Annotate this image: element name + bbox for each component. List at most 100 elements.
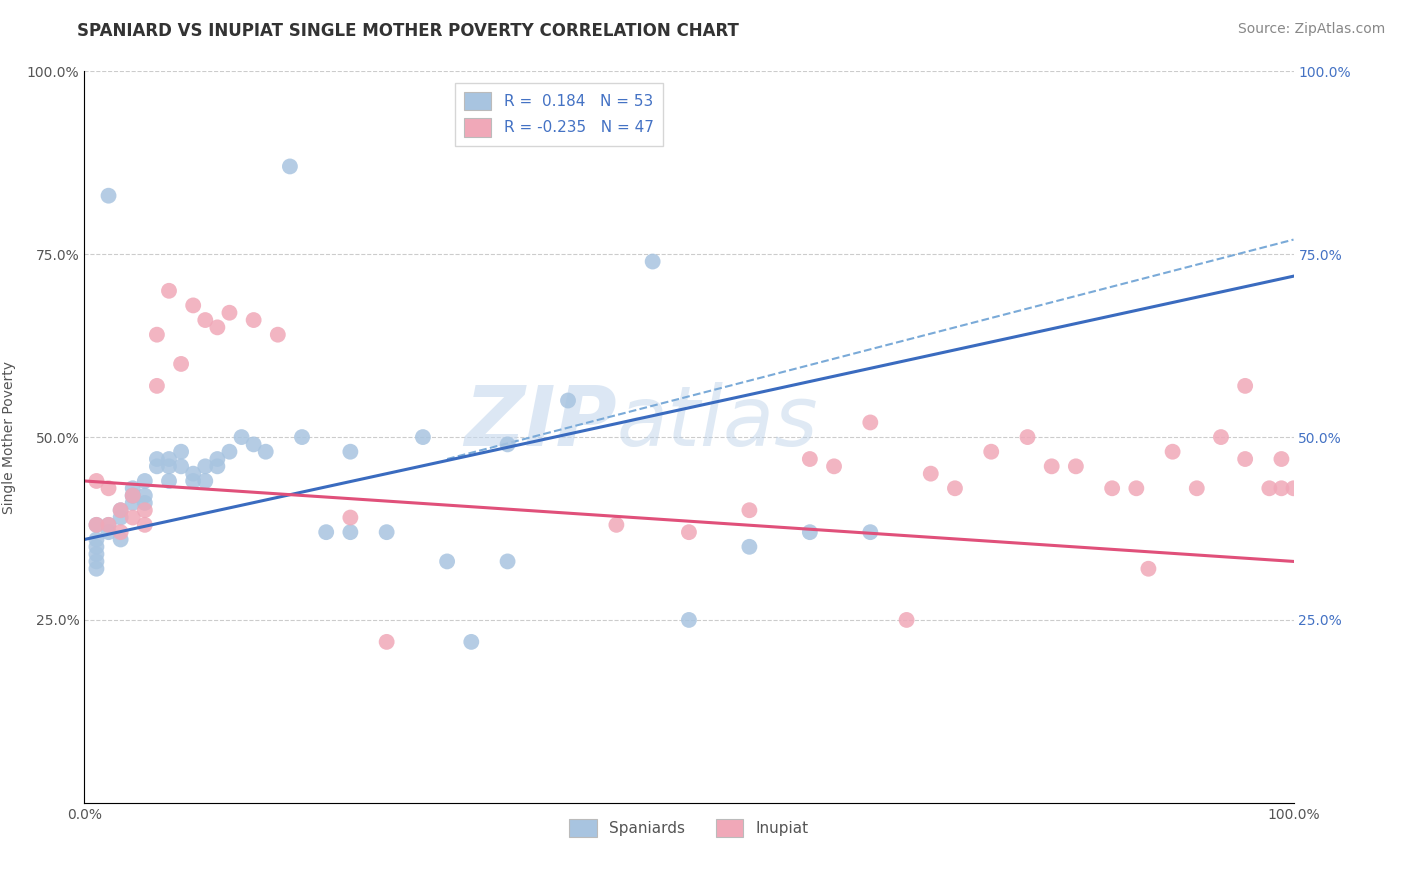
Point xyxy=(1209,430,1232,444)
Point xyxy=(121,489,143,503)
Point xyxy=(641,254,664,268)
Point xyxy=(181,298,204,312)
Point xyxy=(157,284,180,298)
Point xyxy=(157,474,180,488)
Point xyxy=(146,452,169,467)
Point xyxy=(375,525,398,540)
Point xyxy=(1185,481,1208,495)
Point xyxy=(1125,481,1147,495)
Point xyxy=(194,459,217,474)
Point xyxy=(86,554,108,568)
Point xyxy=(1234,379,1257,393)
Text: Source: ZipAtlas.com: Source: ZipAtlas.com xyxy=(1237,22,1385,37)
Point xyxy=(231,430,253,444)
Point xyxy=(278,160,301,174)
Point xyxy=(97,481,120,495)
Point xyxy=(218,444,240,458)
Point xyxy=(557,393,579,408)
Text: atlas: atlas xyxy=(616,382,818,463)
Point xyxy=(254,444,277,458)
Point xyxy=(1017,430,1039,444)
Point xyxy=(86,474,108,488)
Y-axis label: Single Mother Poverty: Single Mother Poverty xyxy=(1,360,15,514)
Point xyxy=(1270,481,1292,495)
Point xyxy=(134,503,156,517)
Point xyxy=(1040,459,1063,474)
Point xyxy=(146,327,169,342)
Point xyxy=(134,496,156,510)
Point xyxy=(86,533,108,547)
Point xyxy=(121,510,143,524)
Text: SPANIARD VS INUPIAT SINGLE MOTHER POVERTY CORRELATION CHART: SPANIARD VS INUPIAT SINGLE MOTHER POVERT… xyxy=(77,22,740,40)
Point xyxy=(121,481,143,495)
Point xyxy=(86,562,108,576)
Point xyxy=(194,313,217,327)
Point xyxy=(1137,562,1160,576)
Point xyxy=(678,525,700,540)
Point xyxy=(1270,452,1292,467)
Point xyxy=(97,188,120,202)
Text: ZIP: ZIP xyxy=(464,382,616,463)
Point xyxy=(943,481,966,495)
Point xyxy=(738,540,761,554)
Legend: Spaniards, Inupiat: Spaniards, Inupiat xyxy=(560,809,818,847)
Point xyxy=(1101,481,1123,495)
Point xyxy=(339,444,361,458)
Point xyxy=(97,525,120,540)
Point xyxy=(110,510,132,524)
Point xyxy=(86,540,108,554)
Point xyxy=(1258,481,1281,495)
Point xyxy=(121,489,143,503)
Point xyxy=(121,489,143,503)
Point xyxy=(496,554,519,568)
Point xyxy=(134,474,156,488)
Point xyxy=(110,503,132,517)
Point xyxy=(823,459,845,474)
Point xyxy=(97,517,120,532)
Point xyxy=(194,474,217,488)
Point xyxy=(980,444,1002,458)
Point xyxy=(170,459,193,474)
Point xyxy=(218,306,240,320)
Point xyxy=(896,613,918,627)
Point xyxy=(315,525,337,540)
Point xyxy=(157,459,180,474)
Point xyxy=(291,430,314,444)
Point xyxy=(86,517,108,532)
Point xyxy=(339,510,361,524)
Point xyxy=(375,635,398,649)
Point xyxy=(207,320,229,334)
Point xyxy=(678,613,700,627)
Point xyxy=(242,313,264,327)
Point xyxy=(242,437,264,451)
Point xyxy=(859,525,882,540)
Point xyxy=(412,430,434,444)
Point xyxy=(134,517,156,532)
Point xyxy=(799,525,821,540)
Point xyxy=(170,357,193,371)
Point xyxy=(110,525,132,540)
Point xyxy=(134,489,156,503)
Point xyxy=(86,547,108,561)
Point xyxy=(605,517,627,532)
Point xyxy=(110,503,132,517)
Point xyxy=(157,452,180,467)
Point xyxy=(799,452,821,467)
Point xyxy=(146,459,169,474)
Point xyxy=(460,635,482,649)
Point xyxy=(86,517,108,532)
Point xyxy=(859,416,882,430)
Point xyxy=(738,503,761,517)
Point xyxy=(97,517,120,532)
Point xyxy=(181,474,204,488)
Point xyxy=(267,327,290,342)
Point xyxy=(121,496,143,510)
Point xyxy=(181,467,204,481)
Point xyxy=(496,437,519,451)
Point xyxy=(1234,452,1257,467)
Point xyxy=(339,525,361,540)
Point xyxy=(146,379,169,393)
Point xyxy=(920,467,942,481)
Point xyxy=(1064,459,1087,474)
Point xyxy=(110,533,132,547)
